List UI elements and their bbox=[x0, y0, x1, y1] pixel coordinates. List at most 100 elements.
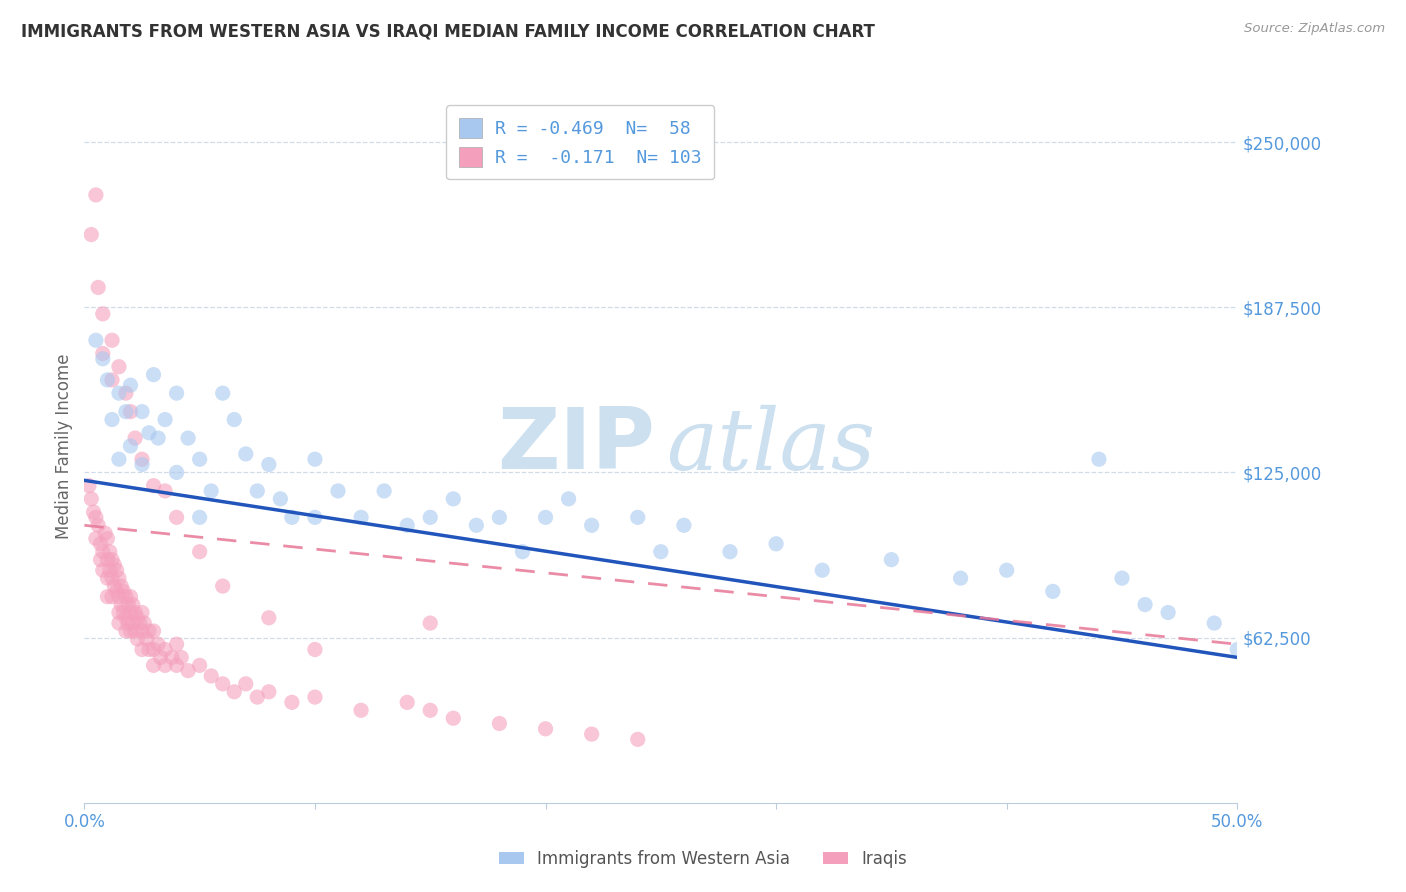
Point bbox=[131, 624, 153, 638]
Point bbox=[396, 518, 419, 533]
Point bbox=[128, 616, 150, 631]
Point bbox=[87, 518, 110, 533]
Point bbox=[84, 188, 107, 202]
Point bbox=[153, 483, 176, 498]
Point bbox=[304, 452, 326, 467]
Point bbox=[120, 590, 142, 604]
Point bbox=[142, 624, 165, 638]
Point bbox=[512, 545, 534, 559]
Point bbox=[108, 616, 131, 631]
Point bbox=[115, 611, 138, 625]
Point bbox=[142, 658, 165, 673]
Point bbox=[134, 616, 156, 631]
Point bbox=[94, 526, 117, 541]
Point bbox=[269, 491, 291, 506]
Point bbox=[101, 412, 124, 426]
Point bbox=[177, 664, 200, 678]
Point bbox=[465, 518, 488, 533]
Point bbox=[188, 658, 211, 673]
Point bbox=[138, 425, 160, 440]
Point bbox=[101, 590, 124, 604]
Point bbox=[96, 590, 118, 604]
Point bbox=[419, 616, 441, 631]
Point bbox=[117, 616, 139, 631]
Point bbox=[811, 563, 834, 577]
Point bbox=[110, 579, 132, 593]
Point bbox=[718, 545, 741, 559]
Point bbox=[98, 563, 121, 577]
Point bbox=[89, 552, 111, 566]
Point bbox=[257, 685, 280, 699]
Point bbox=[441, 491, 464, 506]
Point bbox=[108, 359, 131, 374]
Point bbox=[1157, 606, 1180, 620]
Point bbox=[160, 650, 183, 665]
Point bbox=[103, 579, 125, 593]
Text: atlas: atlas bbox=[666, 405, 876, 487]
Point bbox=[115, 590, 138, 604]
Point bbox=[124, 606, 146, 620]
Point bbox=[672, 518, 695, 533]
Point bbox=[117, 598, 139, 612]
Point bbox=[121, 598, 143, 612]
Point bbox=[211, 579, 233, 593]
Point bbox=[166, 510, 188, 524]
Point bbox=[105, 584, 128, 599]
Point bbox=[441, 711, 464, 725]
Point bbox=[627, 732, 650, 747]
Point bbox=[84, 532, 107, 546]
Point bbox=[188, 545, 211, 559]
Point bbox=[127, 611, 149, 625]
Point bbox=[105, 563, 128, 577]
Point bbox=[177, 431, 200, 445]
Point bbox=[188, 452, 211, 467]
Point bbox=[149, 650, 172, 665]
Point bbox=[96, 373, 118, 387]
Point bbox=[84, 510, 107, 524]
Point bbox=[304, 690, 326, 704]
Point bbox=[949, 571, 972, 585]
Point bbox=[146, 637, 169, 651]
Point bbox=[166, 658, 188, 673]
Point bbox=[108, 452, 131, 467]
Point bbox=[101, 571, 124, 585]
Point bbox=[77, 478, 100, 492]
Point bbox=[108, 606, 131, 620]
Point bbox=[120, 378, 142, 392]
Point bbox=[108, 590, 131, 604]
Point bbox=[153, 412, 176, 426]
Point bbox=[880, 552, 903, 566]
Point bbox=[153, 642, 176, 657]
Point bbox=[224, 412, 246, 426]
Point bbox=[350, 703, 373, 717]
Point bbox=[127, 632, 149, 646]
Point bbox=[121, 616, 143, 631]
Point bbox=[1204, 616, 1226, 631]
Point bbox=[153, 658, 176, 673]
Point bbox=[131, 606, 153, 620]
Point bbox=[115, 404, 138, 418]
Point bbox=[120, 439, 142, 453]
Point bbox=[89, 537, 111, 551]
Point bbox=[1111, 571, 1133, 585]
Point bbox=[83, 505, 105, 519]
Point bbox=[650, 545, 672, 559]
Point bbox=[488, 510, 510, 524]
Point bbox=[419, 703, 441, 717]
Point bbox=[131, 452, 153, 467]
Point bbox=[115, 386, 138, 401]
Point bbox=[84, 333, 107, 347]
Point bbox=[534, 722, 557, 736]
Point bbox=[91, 346, 114, 360]
Point bbox=[304, 510, 326, 524]
Point bbox=[120, 624, 142, 638]
Point bbox=[1042, 584, 1064, 599]
Point bbox=[1133, 598, 1156, 612]
Point bbox=[131, 458, 153, 472]
Point bbox=[91, 307, 114, 321]
Point bbox=[138, 642, 160, 657]
Point bbox=[98, 545, 121, 559]
Point bbox=[166, 637, 188, 651]
Point bbox=[235, 677, 257, 691]
Point bbox=[188, 510, 211, 524]
